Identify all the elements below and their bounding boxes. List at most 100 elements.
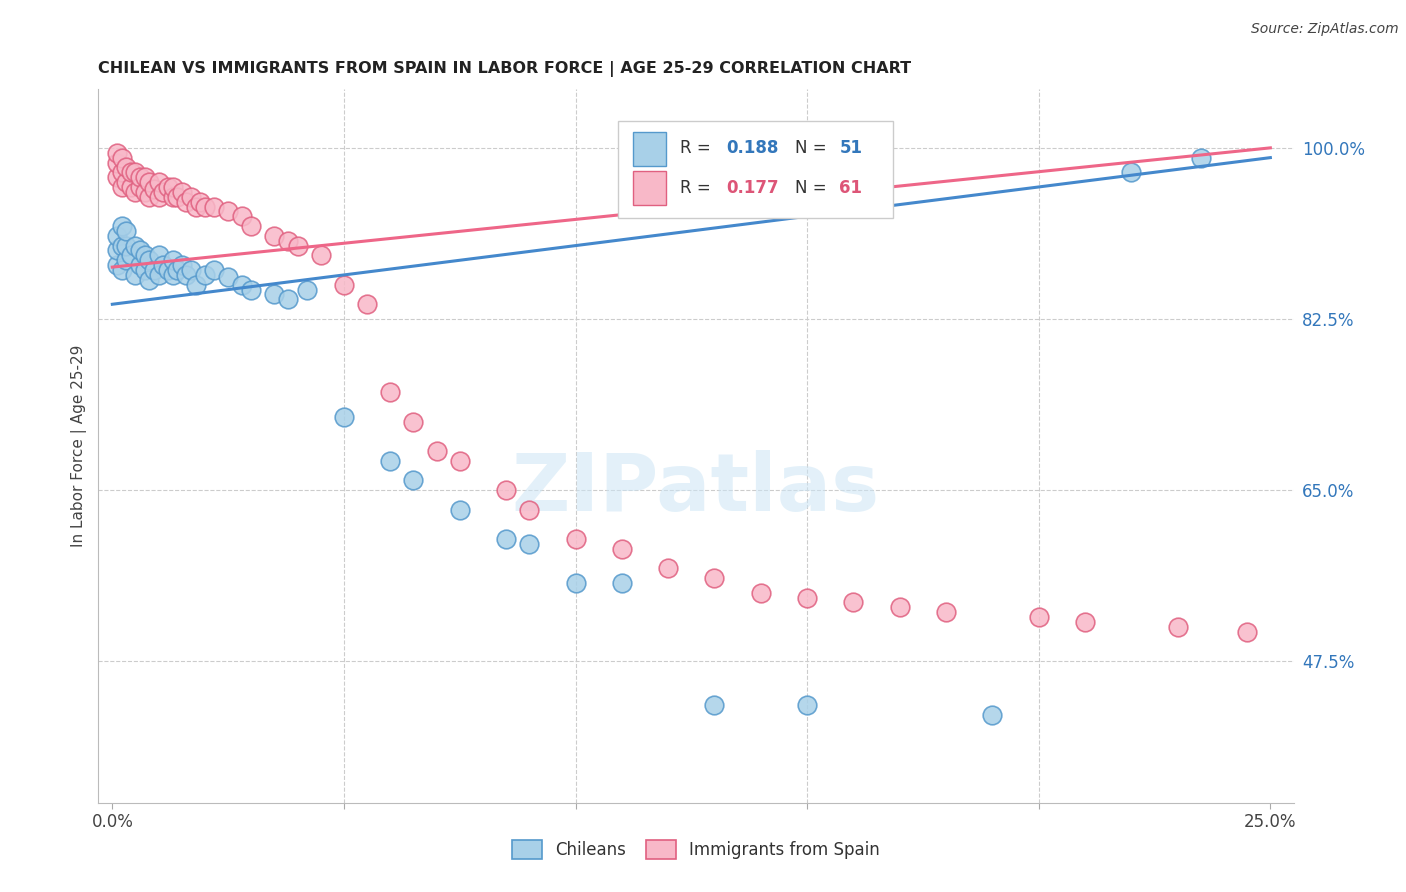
- Bar: [633, 170, 666, 205]
- Point: [295, 283, 318, 297]
- Point: [105, 170, 128, 185]
- Point: [263, 287, 285, 301]
- Point: [115, 253, 138, 268]
- Point: [564, 575, 586, 590]
- Point: [170, 185, 193, 199]
- Point: [129, 180, 152, 194]
- Point: [309, 248, 332, 262]
- Point: [333, 409, 356, 424]
- Point: [231, 209, 253, 223]
- Point: [449, 453, 471, 467]
- Point: [610, 541, 633, 556]
- Point: [889, 600, 911, 615]
- Point: [517, 502, 540, 516]
- Point: [194, 268, 217, 282]
- Point: [380, 385, 402, 400]
- Point: [402, 415, 425, 429]
- Point: [935, 605, 957, 619]
- Point: [180, 190, 202, 204]
- Point: [564, 532, 586, 546]
- Text: N =: N =: [796, 139, 832, 157]
- Point: [162, 190, 184, 204]
- Point: [1028, 610, 1050, 624]
- Point: [402, 473, 425, 487]
- Y-axis label: In Labor Force | Age 25-29: In Labor Force | Age 25-29: [72, 345, 87, 547]
- Point: [105, 145, 128, 160]
- Point: [217, 204, 239, 219]
- Point: [380, 453, 402, 467]
- Point: [277, 293, 299, 307]
- Point: [124, 268, 146, 282]
- Point: [796, 698, 818, 712]
- Point: [231, 277, 253, 292]
- Point: [148, 248, 170, 262]
- Text: ZIPatlas: ZIPatlas: [512, 450, 880, 528]
- Point: [796, 591, 818, 605]
- Point: [120, 180, 142, 194]
- Legend: Chileans, Immigrants from Spain: Chileans, Immigrants from Spain: [505, 833, 887, 866]
- Bar: [633, 132, 666, 166]
- Point: [449, 502, 471, 516]
- Point: [356, 297, 378, 311]
- Point: [1121, 165, 1143, 179]
- Point: [703, 571, 725, 585]
- Point: [105, 258, 128, 272]
- Point: [148, 268, 170, 282]
- Point: [129, 244, 152, 258]
- Point: [138, 253, 160, 268]
- Point: [124, 165, 146, 179]
- Point: [105, 155, 128, 169]
- Text: 0.177: 0.177: [725, 178, 779, 196]
- Point: [110, 263, 132, 277]
- Point: [124, 238, 146, 252]
- Text: 51: 51: [839, 139, 862, 157]
- Point: [105, 228, 128, 243]
- Text: R =: R =: [681, 178, 717, 196]
- Point: [148, 175, 170, 189]
- Point: [129, 170, 152, 185]
- Point: [981, 707, 1004, 722]
- FancyBboxPatch shape: [619, 121, 893, 218]
- Point: [277, 234, 299, 248]
- Point: [138, 190, 160, 204]
- Point: [240, 219, 263, 233]
- Point: [263, 228, 285, 243]
- Point: [134, 263, 156, 277]
- Point: [426, 443, 449, 458]
- Point: [143, 263, 166, 277]
- Point: [115, 224, 138, 238]
- Point: [333, 277, 356, 292]
- Point: [176, 268, 198, 282]
- Point: [162, 268, 184, 282]
- Point: [156, 263, 179, 277]
- Point: [184, 277, 207, 292]
- Point: [143, 182, 166, 196]
- Point: [138, 273, 160, 287]
- Text: 0.188: 0.188: [725, 139, 779, 157]
- Point: [287, 238, 309, 252]
- Point: [162, 253, 184, 268]
- Point: [162, 180, 184, 194]
- Text: N =: N =: [796, 178, 832, 196]
- Point: [134, 248, 156, 262]
- Point: [110, 180, 132, 194]
- Point: [110, 238, 132, 252]
- Text: R =: R =: [681, 139, 717, 157]
- Point: [188, 194, 211, 209]
- Point: [152, 185, 174, 199]
- Point: [110, 219, 132, 233]
- Point: [517, 537, 540, 551]
- Point: [120, 248, 142, 262]
- Point: [110, 165, 132, 179]
- Point: [194, 200, 217, 214]
- Point: [166, 190, 188, 204]
- Point: [180, 263, 202, 277]
- Point: [134, 185, 156, 199]
- Point: [240, 283, 263, 297]
- Point: [657, 561, 679, 575]
- Point: [842, 595, 865, 609]
- Point: [156, 180, 179, 194]
- Point: [115, 175, 138, 189]
- Point: [134, 170, 156, 185]
- Point: [703, 698, 725, 712]
